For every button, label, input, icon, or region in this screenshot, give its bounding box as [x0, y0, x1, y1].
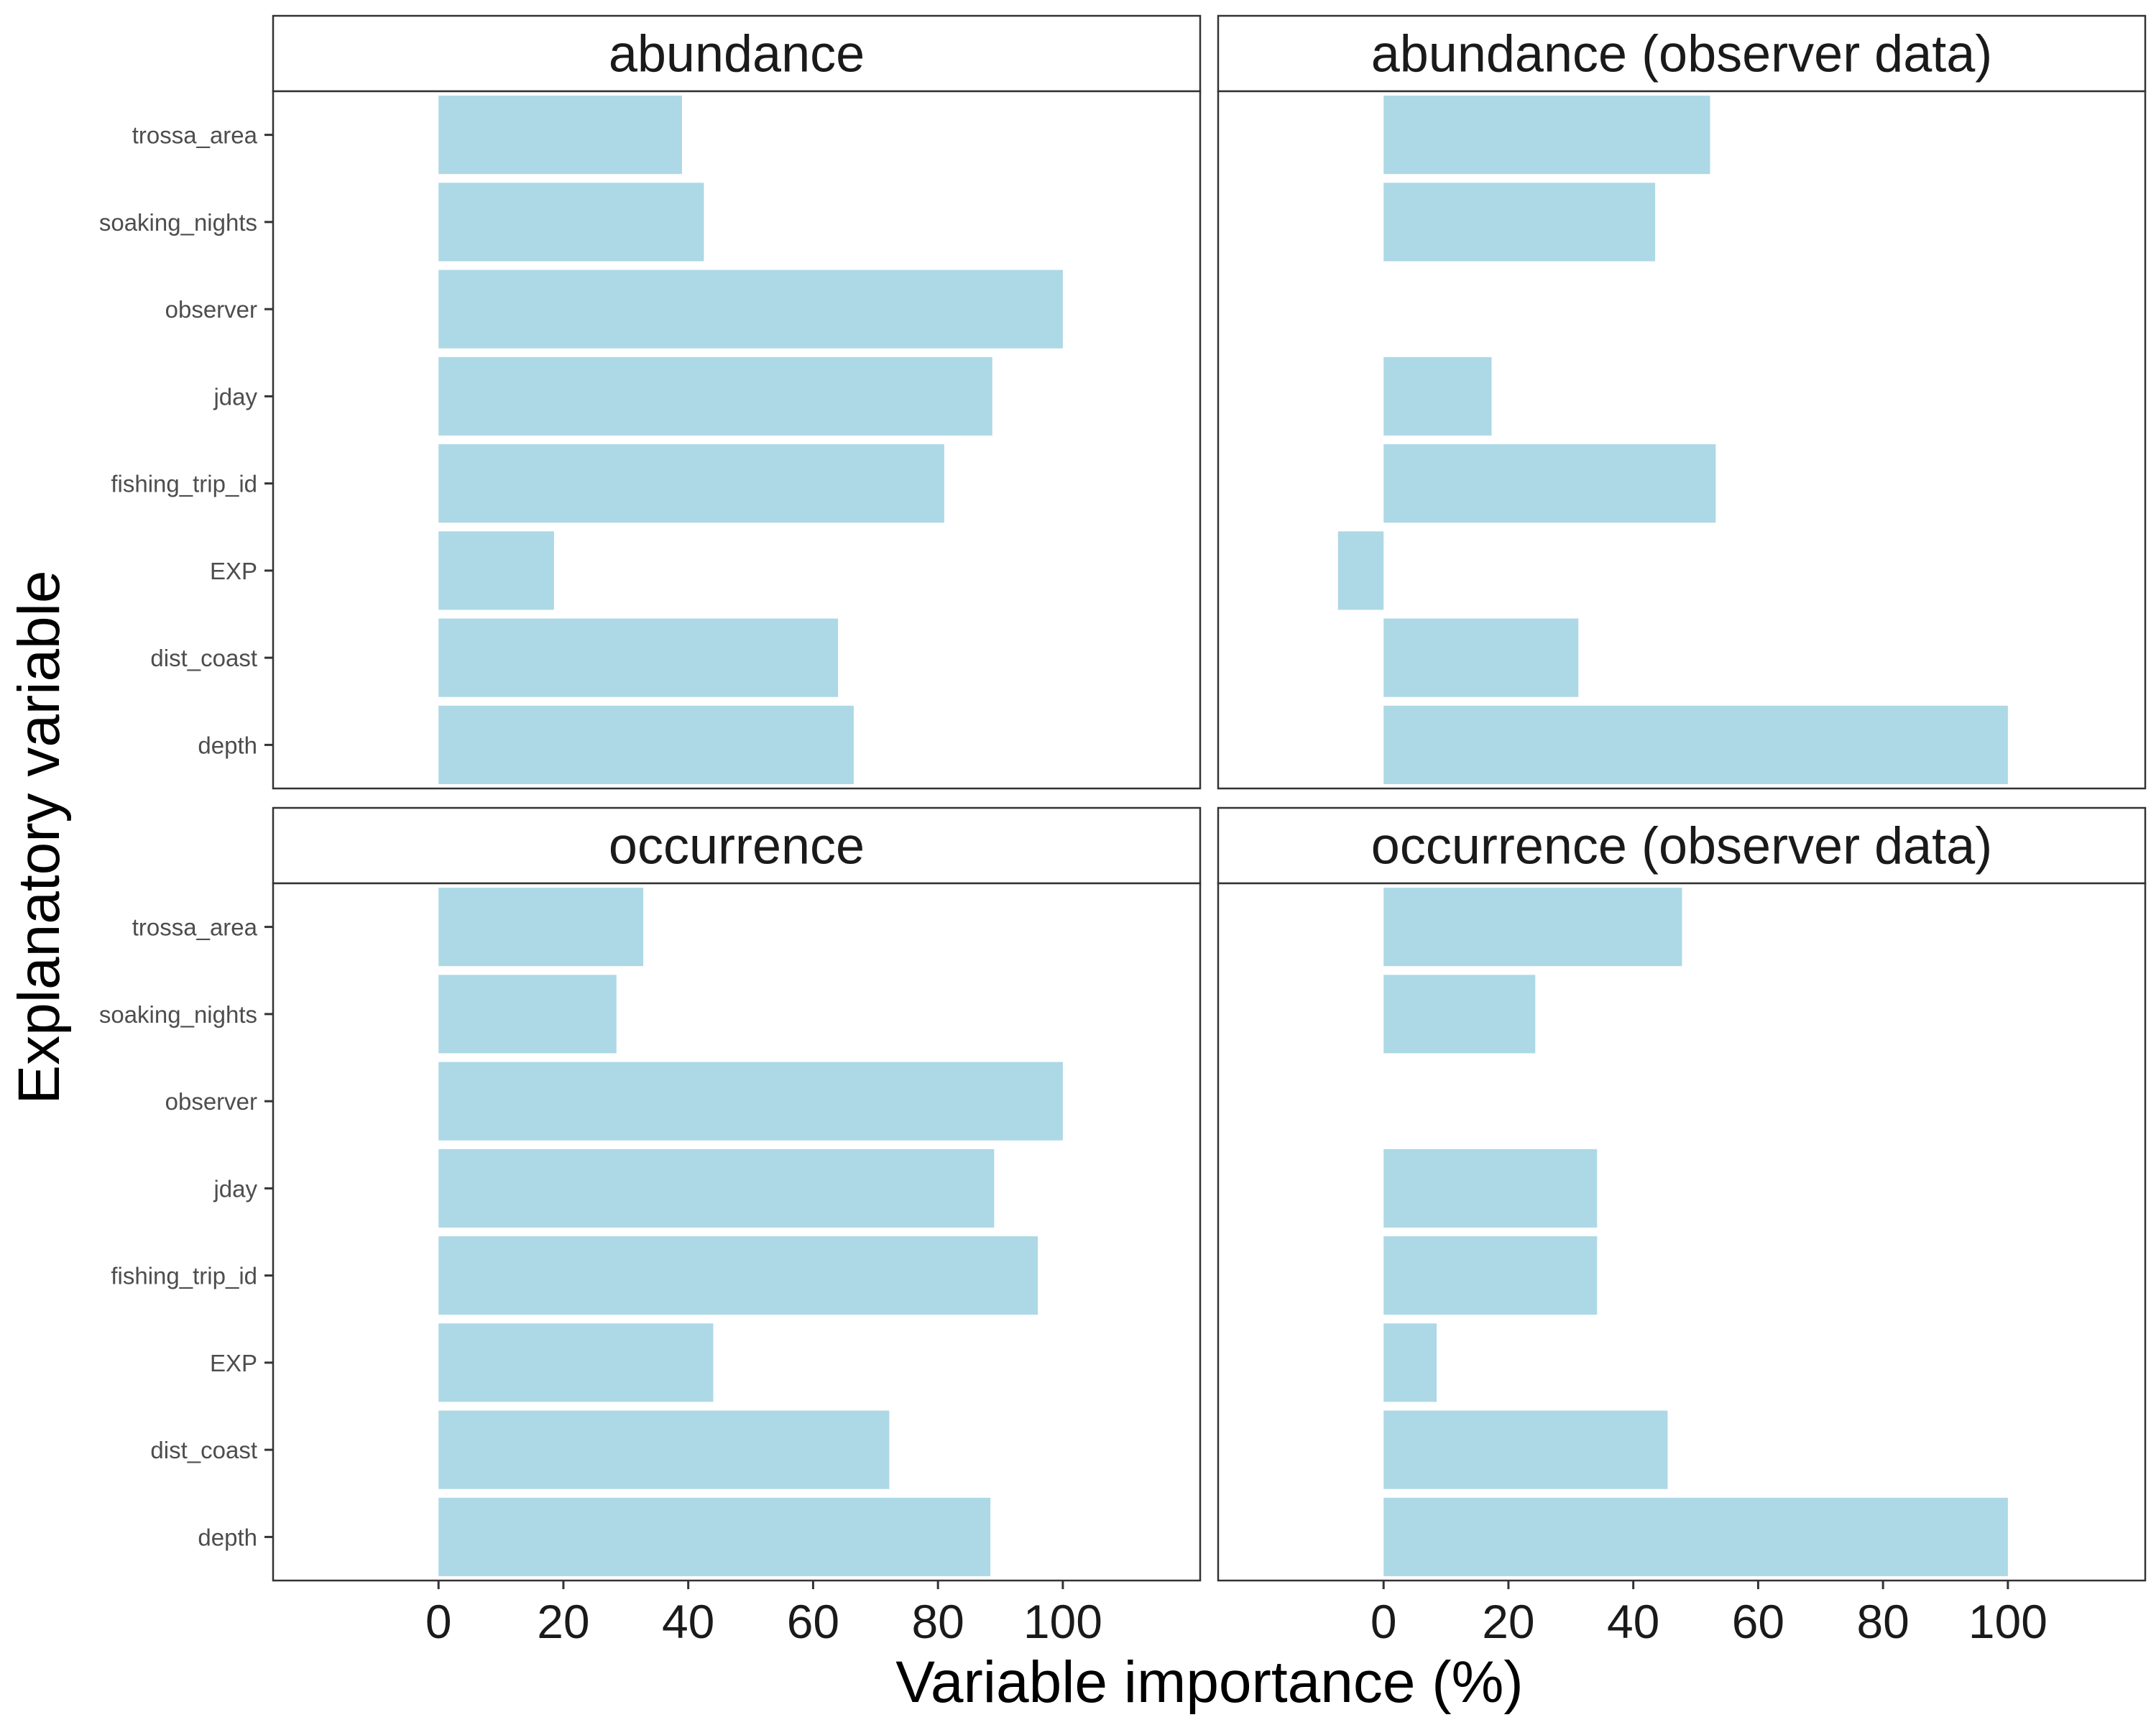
- y-tick-label-trossa-area: trossa_area: [132, 914, 258, 941]
- panel-abundance-observer-data: abundance (observer data): [1217, 14, 2147, 790]
- y-tick-label-exp: EXP: [210, 1350, 257, 1376]
- panel-frame-occurrence-observer-data: [1217, 882, 2147, 1582]
- y-axis-title: Explanatory variable: [6, 571, 72, 1105]
- y-tick-label-observer: observer: [165, 296, 257, 323]
- bar-occurrence-fishing-trip-id: [438, 1236, 1038, 1315]
- y-tick-label-exp: EXP: [210, 558, 257, 584]
- bar-abundance-observer-data-dist-coast: [1383, 618, 1579, 697]
- x-tick-label-0: 0: [425, 1595, 452, 1648]
- panel-strip-occurrence: [272, 806, 1202, 885]
- panel-frame-abundance-observer-data: [1217, 90, 2147, 790]
- y-tick-label-depth: depth: [198, 1524, 257, 1550]
- bar-abundance-observer-data-jday: [1383, 356, 1492, 436]
- bar-occurrence-observer-data-fishing-trip-id: [1383, 1236, 1598, 1315]
- bar-occurrence-exp: [438, 1323, 714, 1402]
- bar-occurrence-observer-data-depth: [1383, 1497, 2008, 1576]
- bar-abundance-observer-data-trossa-area: [1383, 96, 1710, 175]
- bar-occurrence-trossa-area: [438, 888, 644, 967]
- bar-occurrence-dist-coast: [438, 1410, 890, 1489]
- y-tick-label-fishing-trip-id: fishing_trip_id: [111, 471, 257, 497]
- x-axis-title: Variable importance (%): [895, 1650, 1524, 1715]
- x-tick-label-20: 20: [537, 1595, 589, 1648]
- bar-abundance-dist-coast: [438, 618, 839, 697]
- x-tick-label-40: 40: [1607, 1595, 1659, 1648]
- x-tick-label-60: 60: [787, 1595, 839, 1648]
- x-tick-label-80: 80: [1856, 1595, 1909, 1648]
- x-tick-label-20: 20: [1482, 1595, 1534, 1648]
- bar-abundance-trossa-area: [438, 96, 682, 175]
- panel-title-abundance: abundance: [609, 26, 865, 83]
- panel-strip-occurrence-observer-data: [1217, 806, 2147, 885]
- panel-strip-abundance-observer-data: [1217, 14, 2147, 93]
- panel-abundance: abundance trossa_area soaking_nightsobserv…: [99, 14, 1202, 790]
- y-tick-label-trossa-area: trossa_area: [132, 122, 258, 149]
- bar-occurrence-observer-data-exp: [1383, 1323, 1437, 1402]
- bar-occurrence-soaking-nights: [438, 975, 617, 1054]
- bar-abundance-observer-data-soaking-nights: [1383, 183, 1656, 262]
- bar-abundance-observer: [438, 270, 1063, 349]
- panel-strip-abundance: [272, 14, 1202, 93]
- bar-abundance-exp: [438, 531, 554, 610]
- bar-occurrence-jday: [438, 1149, 995, 1228]
- x-tick-label-100: 100: [1968, 1595, 2047, 1648]
- x-tick-label-60: 60: [1732, 1595, 1784, 1648]
- bar-abundance-observer-data-exp: [1337, 531, 1384, 610]
- y-tick-label-soaking-nights: soaking_nights: [99, 1001, 257, 1028]
- x-tick-label-40: 40: [662, 1595, 714, 1648]
- bar-occurrence-observer-data-jday: [1383, 1149, 1598, 1228]
- bar-abundance-fishing-trip-id: [438, 444, 944, 523]
- bar-abundance-soaking-nights: [438, 183, 704, 262]
- panel-title-occurrence: occurrence: [609, 818, 865, 875]
- panel-title-occurrence-observer-data: occurrence (observer data): [1371, 818, 1992, 875]
- bar-occurrence-observer-data-soaking-nights: [1383, 975, 1536, 1054]
- y-tick-label-fishing-trip-id: fishing_trip_id: [111, 1263, 257, 1289]
- bar-abundance-observer-data-fishing-trip-id: [1383, 444, 1716, 523]
- bar-occurrence-depth: [438, 1497, 991, 1576]
- bar-abundance-observer-data-depth: [1383, 705, 2008, 784]
- bar-occurrence-observer: [438, 1062, 1063, 1141]
- panel-occurrence: occurrence trossa_area soaking_nightsobser…: [99, 806, 1202, 1648]
- x-tick-label-80: 80: [911, 1595, 964, 1648]
- bar-occurrence-observer-data-dist-coast: [1383, 1410, 1668, 1489]
- bar-occurrence-observer-data-trossa-area: [1383, 888, 1682, 967]
- y-tick-label-soaking-nights: soaking_nights: [99, 209, 257, 236]
- x-tick-label-100: 100: [1023, 1595, 1102, 1648]
- y-tick-label-observer: observer: [165, 1088, 257, 1115]
- y-tick-label-jday: jday: [213, 383, 257, 410]
- bar-abundance-depth: [438, 705, 854, 784]
- y-tick-label-dist-coast: dist_coast: [150, 1437, 257, 1463]
- panel-title-abundance-observer-data: abundance (observer data): [1371, 26, 1993, 83]
- x-tick-label-0: 0: [1370, 1595, 1397, 1648]
- panel-occurrence-observer-data: occurrence (observer data) 0 20 40 60 80 100: [1217, 806, 2147, 1648]
- y-tick-label-depth: depth: [198, 732, 257, 758]
- y-tick-label-dist-coast: dist_coast: [150, 645, 257, 671]
- bar-abundance-jday: [438, 356, 992, 436]
- y-tick-label-jday: jday: [213, 1175, 257, 1202]
